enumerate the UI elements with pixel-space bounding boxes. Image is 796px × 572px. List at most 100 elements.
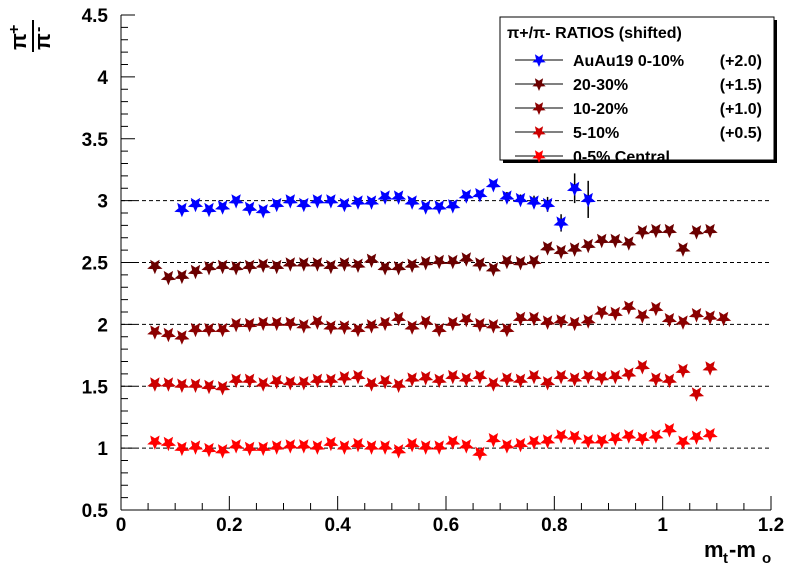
axes: 0.5 1 1.5 2 2.5 3 3.5 4 4.5 0 0.2 0.4 0.6 0.8 1 1.2 <box>82 6 785 536</box>
star-marker <box>201 379 217 395</box>
star-marker <box>540 376 556 391</box>
star-marker <box>553 216 569 231</box>
star-marker <box>242 373 258 389</box>
series-0-5-central <box>147 423 718 462</box>
star-marker <box>391 190 407 205</box>
legend-label: AuAu19 0-10% <box>573 53 684 70</box>
star-marker <box>336 440 352 455</box>
star-marker <box>431 440 447 455</box>
star-marker <box>296 319 312 334</box>
star-marker <box>255 316 271 332</box>
star-marker <box>255 258 271 273</box>
star-marker <box>512 256 529 271</box>
star-marker <box>228 261 244 276</box>
x-tick-label: 0.2 <box>216 515 242 536</box>
star-marker <box>675 363 691 379</box>
star-marker <box>499 322 515 338</box>
star-marker <box>499 372 515 387</box>
y-tick-label: 2.5 <box>82 254 109 275</box>
star-marker <box>418 315 434 330</box>
star-marker <box>553 429 569 444</box>
star-marker <box>323 436 339 452</box>
star-marker <box>661 313 677 328</box>
star-marker <box>215 444 231 459</box>
star-marker <box>532 102 546 115</box>
star-marker <box>147 259 163 275</box>
star-marker <box>174 378 190 393</box>
star-marker <box>350 258 366 273</box>
star-marker <box>485 178 501 193</box>
y-tick-label: 4.5 <box>82 6 109 27</box>
star-marker <box>580 314 596 329</box>
star-marker <box>160 270 176 286</box>
star-marker <box>404 372 420 387</box>
star-marker <box>187 322 204 338</box>
x-tick-label: 0 <box>116 515 127 536</box>
star-marker <box>309 315 325 330</box>
star-marker <box>621 367 637 382</box>
star-marker <box>526 435 542 450</box>
star-marker <box>242 201 258 217</box>
star-marker <box>269 440 285 455</box>
star-marker <box>377 261 393 276</box>
y-label-denominator-sup: - <box>30 27 47 32</box>
reference-lines <box>121 200 771 449</box>
series-5-10- <box>147 360 718 402</box>
star-marker <box>594 233 610 249</box>
star-marker <box>594 305 610 320</box>
star-marker <box>567 430 583 445</box>
star-marker <box>323 373 339 389</box>
star-marker <box>567 372 583 387</box>
star-marker <box>350 369 366 385</box>
legend-entry: 5-10% (+0.5) <box>515 125 762 142</box>
star-marker <box>282 316 298 332</box>
star-marker <box>323 320 339 335</box>
legend-shift: (+1.5) <box>720 77 762 94</box>
star-marker <box>363 195 380 210</box>
legend: π+/π- RATIOS (shifted) AuAu19 0-10% (+2.0… <box>499 16 777 166</box>
star-marker <box>282 257 298 272</box>
star-marker <box>634 225 650 240</box>
star-marker <box>174 202 190 218</box>
star-marker <box>567 242 583 257</box>
star-marker <box>215 259 231 275</box>
legend-box <box>499 16 775 161</box>
legend-entry: 20-30% (+1.5) <box>515 77 762 94</box>
star-marker <box>634 309 650 324</box>
legend-entry: AuAu19 0-10% (+2.0) <box>515 53 762 70</box>
star-marker <box>512 311 529 327</box>
y-tick-label: 3 <box>97 192 108 213</box>
star-marker <box>580 192 596 208</box>
star-marker <box>472 446 488 462</box>
y-tick-label: 1 <box>97 439 108 460</box>
x-tick-label: 0.6 <box>433 515 459 536</box>
star-marker <box>526 254 542 270</box>
star-marker <box>472 257 488 272</box>
star-marker <box>661 223 677 239</box>
star-marker <box>282 194 298 209</box>
y-axis-label: π + π - <box>6 20 55 52</box>
star-marker <box>187 264 204 280</box>
star-marker <box>242 441 258 457</box>
star-marker <box>323 194 339 209</box>
star-marker <box>688 430 705 445</box>
star-marker <box>621 236 637 251</box>
star-marker <box>147 325 163 340</box>
legend-label: 10-20% <box>573 101 628 118</box>
star-marker <box>688 308 705 323</box>
star-marker <box>594 434 610 449</box>
star-marker <box>458 439 474 454</box>
star-marker <box>540 241 556 256</box>
star-marker <box>228 439 244 454</box>
star-marker <box>702 223 718 239</box>
star-marker <box>716 311 732 327</box>
star-marker <box>377 440 393 455</box>
star-marker <box>648 429 664 444</box>
star-marker <box>553 369 569 385</box>
star-marker <box>418 371 434 386</box>
star-marker <box>634 431 650 447</box>
star-marker <box>147 435 163 450</box>
star-marker <box>458 252 474 267</box>
star-marker <box>472 369 488 385</box>
star-marker <box>472 188 488 203</box>
